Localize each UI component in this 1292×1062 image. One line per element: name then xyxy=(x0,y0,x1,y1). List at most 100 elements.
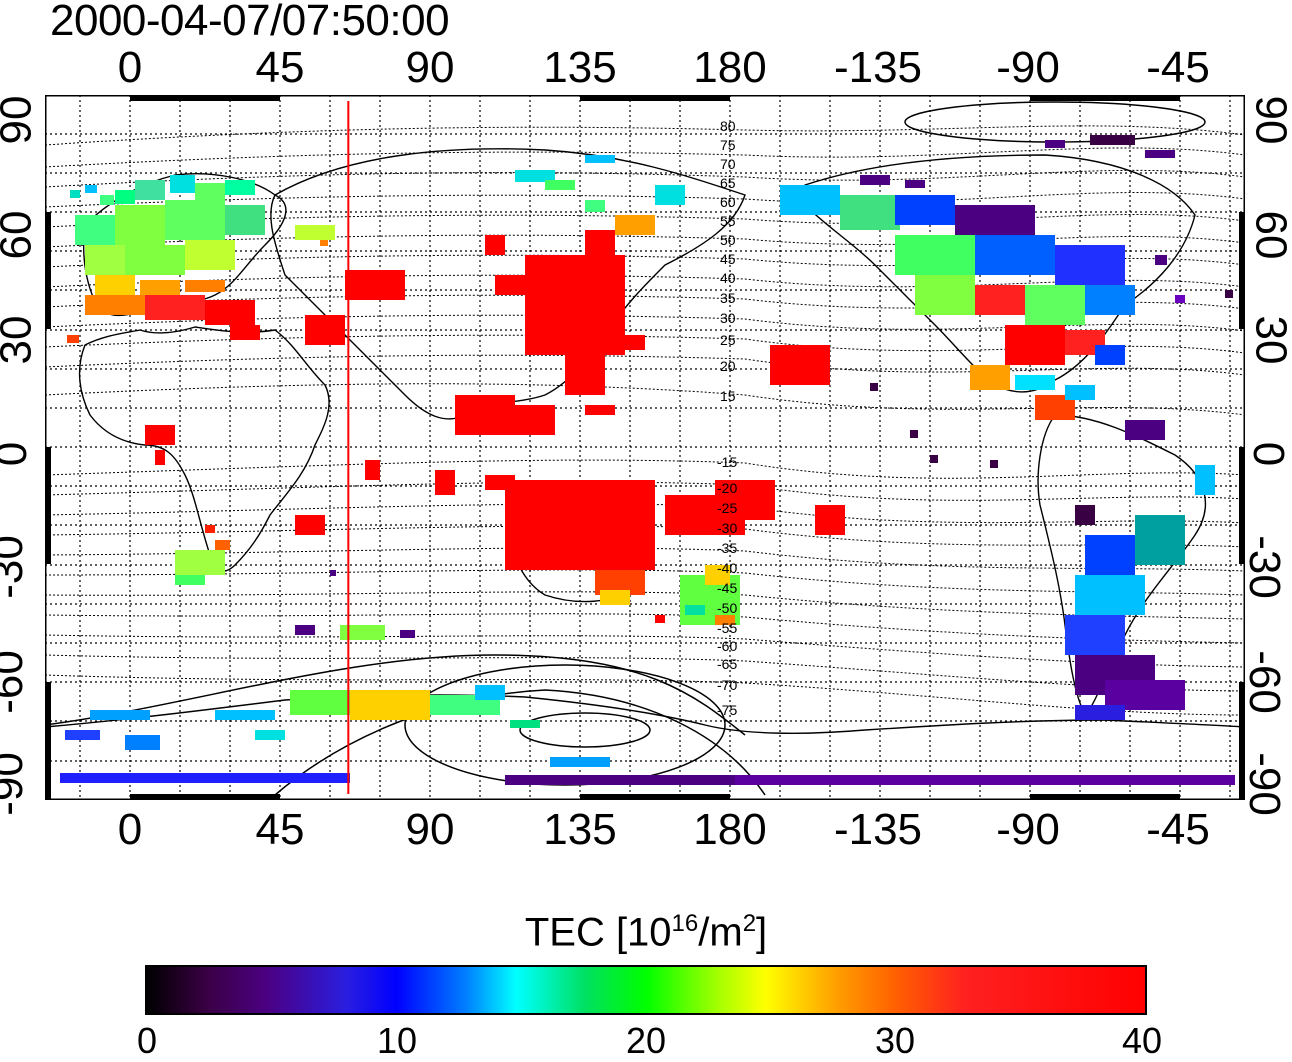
tec-cell xyxy=(515,405,555,435)
tec-cell xyxy=(155,450,165,465)
tec-cell xyxy=(655,185,685,205)
tec-cell xyxy=(170,175,195,193)
lon-tick-top: -135 xyxy=(833,43,923,92)
lat-tick-right: 0 xyxy=(1244,441,1292,467)
lat-tick-right: -30 xyxy=(1239,535,1289,599)
tec-cell xyxy=(600,590,630,605)
tec-cell xyxy=(525,255,625,355)
tec-cell xyxy=(145,425,175,445)
contour-label: -25 xyxy=(717,500,737,516)
lon-tick-bottom: 90 xyxy=(405,805,455,854)
tec-cell xyxy=(910,430,918,438)
tec-cell xyxy=(230,325,260,340)
tec-cell xyxy=(295,625,315,635)
lon-tick-bottom: 180 xyxy=(693,805,767,854)
tec-cell xyxy=(815,505,845,535)
lat-tick-right: 30 xyxy=(1246,315,1292,365)
tec-cell xyxy=(1155,255,1167,265)
tec-cell xyxy=(1085,535,1135,575)
tec-cell xyxy=(615,215,655,235)
lat-tick-left: 90 xyxy=(0,95,41,145)
tec-cell xyxy=(495,275,525,295)
lon-tick-bottom: 135 xyxy=(543,805,617,854)
tec-cell xyxy=(95,275,135,295)
contour-label: -20 xyxy=(717,480,737,496)
tec-cell xyxy=(85,295,145,315)
tec-cell xyxy=(215,710,275,720)
tec-cell xyxy=(840,195,900,230)
contour-label: 25 xyxy=(720,332,736,348)
contour-label: 75 xyxy=(720,137,736,153)
contour-label: 30 xyxy=(720,310,736,326)
tec-cell xyxy=(305,315,345,345)
contour-label: 80 xyxy=(720,118,736,134)
tec-cell xyxy=(1225,290,1233,298)
tec-cell xyxy=(135,180,165,200)
contour-label: -55 xyxy=(717,620,737,636)
tec-world-map: 80 75 70 65 60 55 50 45 40 35 30 25 20 1… xyxy=(45,95,1245,800)
tec-cell xyxy=(655,615,665,623)
tec-cell xyxy=(1065,385,1095,400)
tec-cell xyxy=(1065,615,1125,655)
tec-data-cells xyxy=(60,135,1235,785)
lat-tick-left: -30 xyxy=(0,535,32,599)
tec-cell xyxy=(550,757,610,767)
tec-cell xyxy=(400,630,415,638)
timestamp-title: 2000-04-07/07:50:00 xyxy=(50,0,450,45)
contour-label: -65 xyxy=(717,656,737,672)
contour-label: 70 xyxy=(720,156,736,172)
tec-cell xyxy=(1085,285,1135,315)
lat-tick-left: 30 xyxy=(0,315,41,365)
lat-tick-left: 0 xyxy=(0,442,36,466)
tec-cell xyxy=(1055,245,1125,285)
frame-ticks xyxy=(45,95,1245,800)
tec-cell xyxy=(115,205,165,245)
tec-cell xyxy=(365,460,380,480)
tec-cell xyxy=(1090,135,1135,145)
tec-cell xyxy=(585,155,615,163)
tec-cell xyxy=(685,605,705,615)
tec-cell xyxy=(860,175,890,185)
tec-cell xyxy=(515,170,555,182)
tec-cell xyxy=(295,515,325,535)
colorbar-title-exp: 16 xyxy=(671,910,699,937)
tec-cell xyxy=(1145,150,1175,158)
colorbar-title-close: ] xyxy=(756,910,768,955)
tec-cell xyxy=(90,710,150,720)
lon-tick-top: 90 xyxy=(405,43,455,92)
colorbar-title: TEC [1016/m2] xyxy=(0,910,1292,955)
contour-label: -35 xyxy=(717,540,737,556)
lon-tick-top: -90 xyxy=(996,43,1060,92)
tec-cell xyxy=(1125,420,1165,440)
lat-tick-left: 60 xyxy=(0,210,41,260)
colorbar-title-exp2: 2 xyxy=(742,910,757,937)
tec-cell xyxy=(955,205,1035,235)
tec-cell xyxy=(85,245,125,275)
lon-tick-top: 0 xyxy=(117,43,143,92)
contour-label: 55 xyxy=(720,213,736,229)
colorbar-tick: 0 xyxy=(136,1020,158,1061)
tec-cell xyxy=(1005,325,1065,365)
tec-cell xyxy=(290,690,350,715)
tec-cell xyxy=(505,775,735,785)
tec-cell xyxy=(1045,140,1065,148)
lon-tick-bottom: 0 xyxy=(117,805,143,854)
lat-tick-right: 60 xyxy=(1246,210,1292,260)
tec-cell xyxy=(990,460,998,468)
contour-label: -70 xyxy=(717,677,737,693)
tec-cell xyxy=(100,195,114,205)
tec-cell xyxy=(485,235,505,255)
contour-label: -40 xyxy=(717,560,737,576)
tec-cell xyxy=(125,735,160,750)
colorbar-title-unit: /m xyxy=(698,910,743,955)
tec-cell xyxy=(715,615,735,625)
tec-cell xyxy=(85,185,97,193)
contour-label: -75 xyxy=(717,702,737,718)
tec-cell xyxy=(295,225,335,240)
contour-label: 60 xyxy=(720,194,736,210)
tec-cell xyxy=(895,195,955,225)
lon-tick-bottom: -135 xyxy=(833,805,923,854)
tec-cell xyxy=(1175,295,1185,303)
tec-cell xyxy=(905,180,925,188)
tec-cell xyxy=(1075,575,1145,615)
